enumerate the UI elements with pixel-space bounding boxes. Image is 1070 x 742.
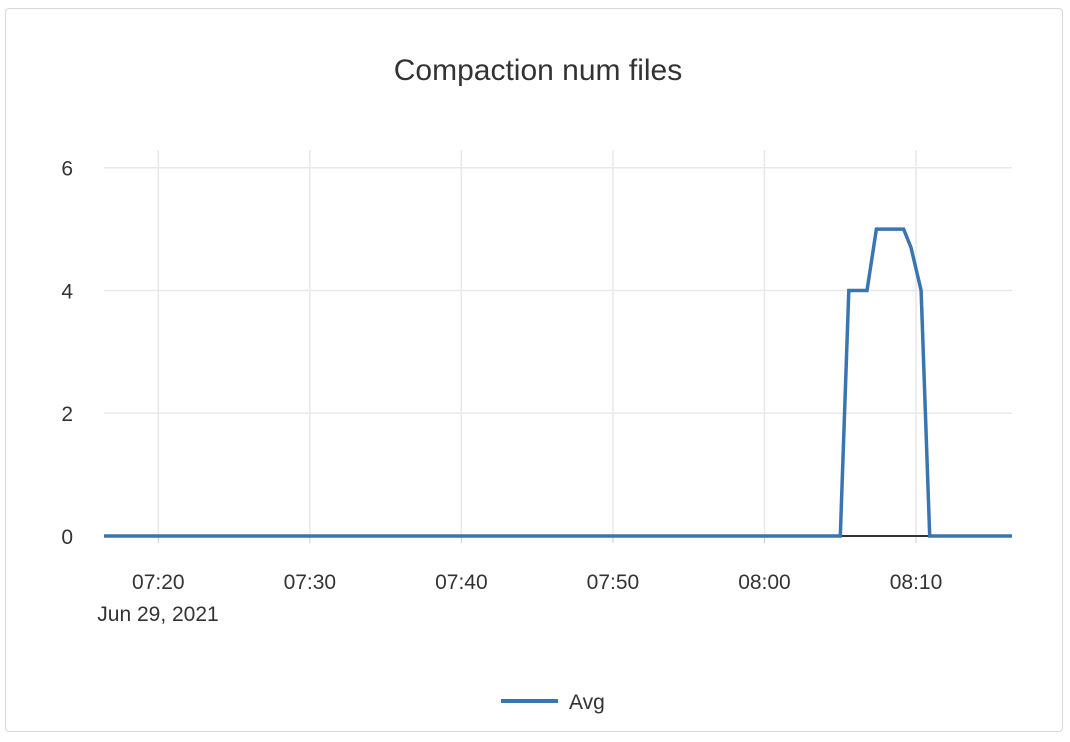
series-line-avg (104, 227, 1012, 538)
x-tick-label: 07:40 (435, 571, 488, 594)
x-tick-label: 07:20 (132, 571, 185, 594)
x-tick-label: 08:10 (890, 571, 943, 594)
chart-title: Compaction num files (394, 54, 682, 87)
x-tick-label: 07:50 (587, 571, 640, 594)
x-date-label: Jun 29, 2021 (97, 603, 218, 626)
x-tick-label: 07:30 (284, 571, 337, 594)
y-tick-label: 6 (61, 158, 73, 181)
chart-card (5, 8, 1063, 732)
y-tick-label: 4 (61, 280, 73, 303)
legend-label-avg: Avg (569, 691, 605, 714)
legend[interactable]: Avg (501, 691, 605, 714)
y-tick-label: 2 (61, 403, 73, 426)
x-tick-label: 08:00 (738, 571, 791, 594)
y-tick-label: 0 (61, 526, 73, 549)
